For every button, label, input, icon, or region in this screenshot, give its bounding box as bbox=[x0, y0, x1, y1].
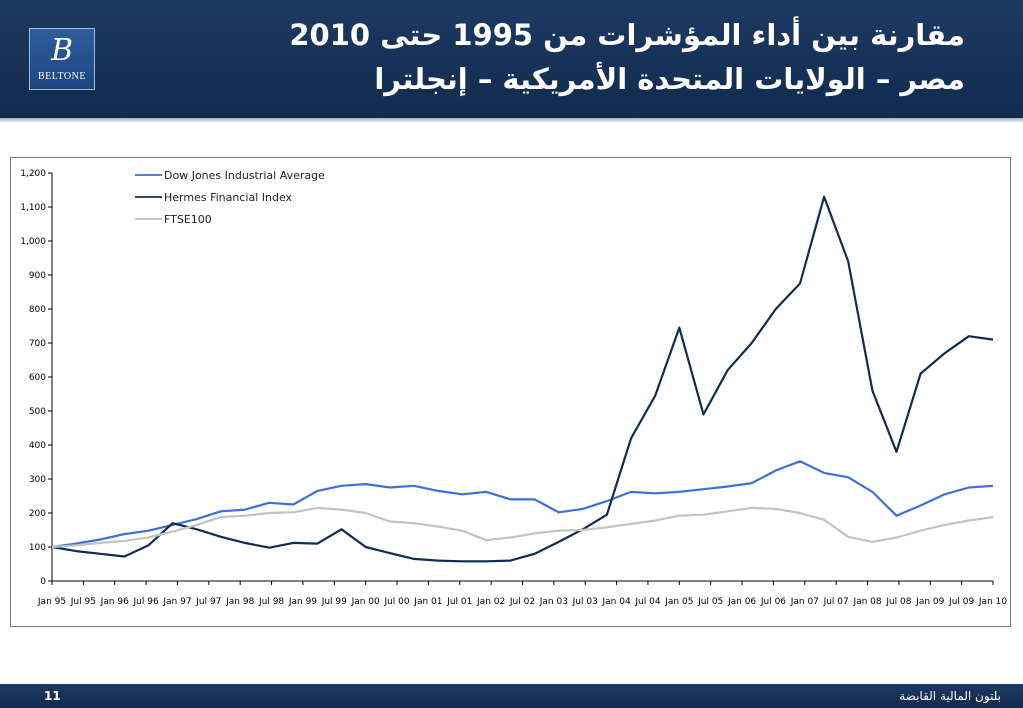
y-tick-label: 1,200 bbox=[20, 169, 46, 179]
x-tick-label: Jan 97 bbox=[162, 597, 191, 607]
x-tick-label: Jan 00 bbox=[351, 597, 380, 607]
x-tick-label: Jan 10 bbox=[978, 597, 1007, 607]
x-tick-label: Jul 01 bbox=[446, 597, 472, 607]
y-tick-label: 800 bbox=[29, 305, 46, 315]
y-tick-label: 700 bbox=[29, 339, 46, 349]
x-tick-label: Jul 07 bbox=[823, 597, 849, 607]
x-tick-label: Jan 09 bbox=[915, 597, 944, 607]
beltone-logo: B BELTONE bbox=[29, 28, 95, 90]
x-tick-label: Jul 03 bbox=[572, 597, 598, 607]
y-tick-label: 500 bbox=[29, 407, 46, 417]
y-tick-label: 200 bbox=[29, 509, 46, 519]
logo-text: BELTONE bbox=[38, 71, 86, 82]
series-line bbox=[51, 506, 994, 549]
y-tick-label: 100 bbox=[29, 543, 46, 553]
x-tick-label: Jul 96 bbox=[133, 597, 159, 607]
line-chart: 0 100 200 300 400 500 600 700 800 900 1,000 1,100 1,… bbox=[20, 169, 1007, 607]
x-tick-label: Jul 00 bbox=[383, 597, 409, 607]
slide-title-line-1: مقارنة بين أداء المؤشرات من 1995 حتى 201… bbox=[289, 18, 965, 52]
legend-label: Hermes Financial Index bbox=[164, 191, 293, 204]
series-line bbox=[51, 460, 994, 549]
x-tick-label: Jul 02 bbox=[509, 597, 535, 607]
y-tick-label: 400 bbox=[29, 441, 46, 451]
y-tick-label: 300 bbox=[29, 475, 46, 485]
x-tick-label: Jul 05 bbox=[697, 597, 723, 607]
y-tick-label: 600 bbox=[29, 373, 46, 383]
y-tick-label: 1,000 bbox=[20, 237, 46, 247]
slide-title-line-2: مصر – الولايات المتحدة الأمريكية – إنجلت… bbox=[374, 62, 965, 96]
legend-label: Dow Jones Industrial Average bbox=[164, 169, 325, 182]
x-tick-label: Jan 99 bbox=[288, 597, 317, 607]
x-tick-label: Jul 04 bbox=[634, 597, 660, 607]
x-tick-label: Jan 07 bbox=[790, 597, 819, 607]
x-tick-label: Jul 06 bbox=[760, 597, 786, 607]
x-tick-label: Jan 96 bbox=[100, 597, 129, 607]
x-tick-label: Jan 95 bbox=[37, 597, 66, 607]
legend-label: FTSE100 bbox=[164, 213, 212, 226]
x-tick-label: Jan 03 bbox=[539, 597, 568, 607]
x-tick-label: Jul 08 bbox=[885, 597, 911, 607]
x-tick-label: Jan 08 bbox=[852, 597, 881, 607]
x-tick-label: Jan 06 bbox=[727, 597, 756, 607]
logo-mark: B bbox=[50, 33, 74, 68]
x-tick-label: Jul 98 bbox=[258, 597, 284, 607]
x-tick-label: Jul 99 bbox=[321, 597, 347, 607]
y-tick-label: 900 bbox=[29, 271, 46, 281]
x-tick-label: Jan 05 bbox=[664, 597, 693, 607]
footer-bar: 11 بلتون المالية القابضة bbox=[0, 684, 1023, 708]
y-tick-label: 1,100 bbox=[20, 203, 46, 213]
series-line bbox=[51, 195, 994, 563]
x-tick-label: Jul 97 bbox=[195, 597, 221, 607]
x-tick-label: Jul 95 bbox=[70, 597, 96, 607]
page-number: 11 bbox=[44, 689, 61, 703]
x-tick-label: Jul 09 bbox=[948, 597, 974, 607]
x-tick-label: Jan 01 bbox=[413, 597, 442, 607]
header-banner: B BELTONE مقارنة بين أداء المؤشرات من 19… bbox=[0, 0, 1023, 118]
footer-company-name: بلتون المالية القابضة bbox=[899, 689, 1001, 703]
y-tick-label: 0 bbox=[40, 577, 46, 587]
x-tick-label: Jan 98 bbox=[225, 597, 254, 607]
x-tick-label: Jan 02 bbox=[476, 597, 505, 607]
chart-frame: 0 100 200 300 400 500 600 700 800 900 1,000 1,100 1,… bbox=[10, 157, 1011, 627]
header-divider bbox=[0, 118, 1023, 122]
x-tick-label: Jan 04 bbox=[602, 597, 631, 607]
